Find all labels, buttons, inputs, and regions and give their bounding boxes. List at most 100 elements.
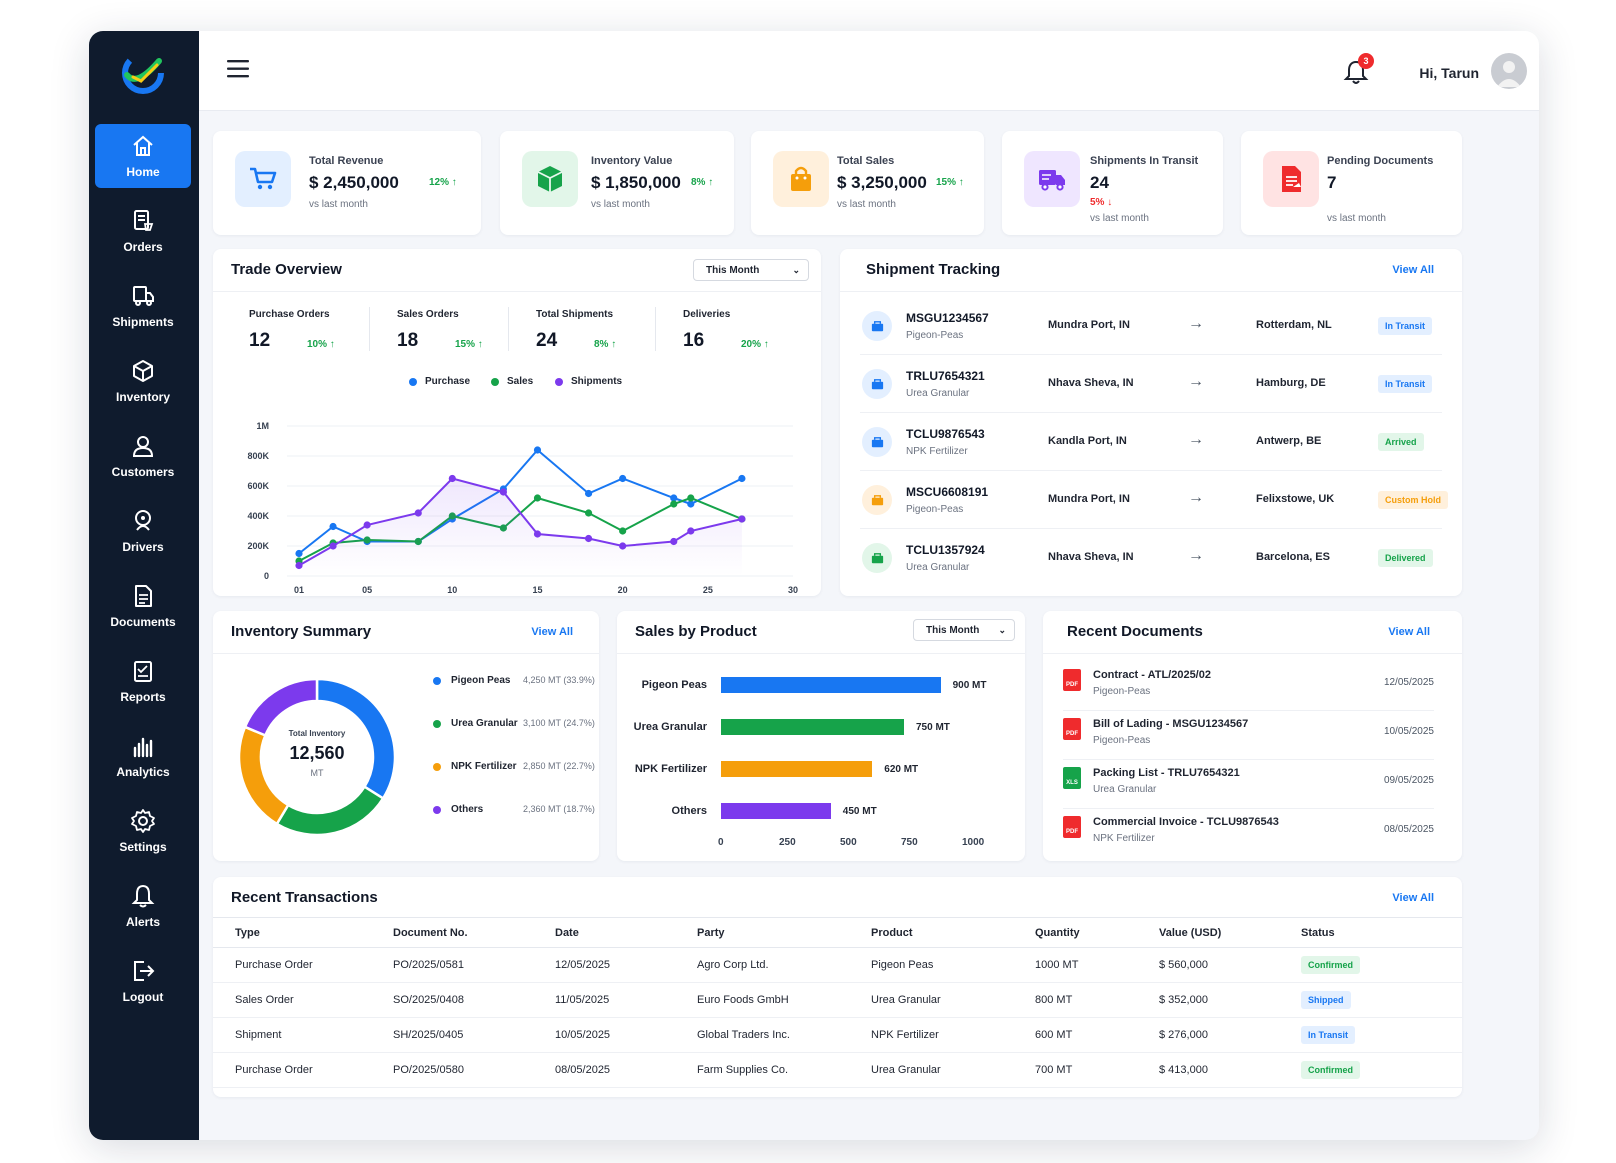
column-header[interactable]: Date [533, 917, 675, 948]
table-row[interactable]: Shipment SH/2025/0405 10/05/2025 Global Tra… [213, 1017, 1462, 1053]
sidebar-item-settings[interactable]: Settings [95, 799, 191, 863]
data-point-purchase[interactable] [619, 474, 627, 483]
data-point-shipments[interactable] [499, 488, 508, 496]
data-point-purchase[interactable] [738, 474, 746, 483]
column-header[interactable]: Product [849, 917, 1013, 948]
recent-transactions-card: Recent Transactions View All Type Documen… [213, 877, 1462, 1097]
status-badge: Delivered [1378, 549, 1433, 567]
sales-period-select[interactable]: This Month ⌄ [913, 619, 1015, 641]
stat-value: 12 [249, 330, 271, 351]
data-point-shipments[interactable] [448, 474, 456, 483]
shipment-row[interactable]: MSCU6608191 Pigeon-Peas Mundra Port, IN → Fe… [860, 471, 1448, 529]
sidebar-item-label: Documents [110, 615, 176, 629]
sidebar-item-shipments[interactable]: Shipments [95, 274, 191, 338]
document-row[interactable]: PDF Bill of Lading - MSGU1234567 Pigeon-Pe… [1063, 712, 1434, 760]
bar-urea-granular[interactable] [721, 719, 904, 735]
data-point-sales[interactable] [584, 509, 593, 517]
sidebar-item-alerts[interactable]: Alerts [95, 874, 191, 938]
kpi-subtext: vs last month [1090, 213, 1149, 224]
data-point-purchase[interactable] [584, 489, 593, 498]
sidebar-item-documents[interactable]: Documents [95, 574, 191, 638]
table-cell-doc: PO/2025/0581 [371, 947, 533, 983]
document-row[interactable]: PDF Commercial Invoice - TCLU9876543 NPK F… [1063, 810, 1434, 858]
legend-label: Others [451, 804, 484, 815]
shipments-view-all-link[interactable]: View All [1392, 264, 1434, 276]
data-point-purchase[interactable] [687, 500, 695, 508]
bar-pigeon-peas[interactable] [721, 677, 941, 693]
data-point-shipments[interactable] [533, 530, 542, 538]
shipment-row[interactable]: TCLU9876543 NPK Fertilizer Kandla Port, IN… [860, 413, 1442, 471]
column-header[interactable]: Type [213, 917, 371, 948]
delivery-truck-icon [1024, 151, 1080, 207]
sidebar-item-inventory[interactable]: Inventory [95, 349, 191, 413]
bar-npk-fertilizer[interactable] [721, 761, 873, 777]
inventory-view-all-link[interactable]: View All [531, 626, 573, 638]
donut-center-unit: MT [310, 768, 324, 778]
pdf-file-icon: PDF [1063, 816, 1081, 838]
kpi-card-pending-documents[interactable]: Pending Documents 7 vs last month [1241, 131, 1462, 235]
sidebar-item-logout[interactable]: Logout [95, 949, 191, 1013]
avatar[interactable] [1491, 53, 1527, 89]
document-row[interactable]: PDF Contract - ATL/2025/02 Pigeon-Peas 12/0… [1063, 663, 1434, 711]
data-point-purchase[interactable] [329, 522, 337, 531]
bar-others[interactable] [721, 803, 831, 819]
cube-icon [522, 151, 578, 207]
shipment-product: Urea Granular [906, 388, 970, 399]
data-point-sales[interactable] [619, 527, 627, 535]
shipment-product: NPK Fertilizer [906, 446, 968, 457]
data-point-sales[interactable] [687, 494, 695, 502]
legend-label: Sales [507, 376, 534, 387]
table-row[interactable]: Purchase Order PO/2025/0581 12/05/2025 Agro… [213, 947, 1462, 983]
y-tick-label: 400K [247, 511, 269, 521]
column-header[interactable]: Value (USD) [1137, 917, 1279, 948]
table-row[interactable]: Sales Order SO/2025/0408 11/05/2025 Euro Fo… [213, 982, 1462, 1018]
table-cell-product: Pigeon Peas [849, 947, 1013, 983]
documents-view-all-link[interactable]: View All [1388, 626, 1430, 638]
user-greeting[interactable]: Hi, Tarun [1419, 65, 1479, 81]
data-point-shipments[interactable] [584, 534, 593, 543]
document-row[interactable]: XLS Packing List - TRLU7654321 Urea Granul… [1063, 761, 1434, 809]
donut-slice-others[interactable] [243, 677, 319, 738]
data-point-shipments[interactable] [329, 542, 337, 550]
column-header[interactable]: Quantity [1013, 917, 1137, 948]
sidebar-item-home[interactable]: Home [95, 124, 191, 188]
column-header[interactable]: Document No. [371, 917, 533, 948]
kpi-subtext: vs last month [1327, 213, 1386, 224]
sidebar-item-orders[interactable]: Orders [95, 199, 191, 263]
shipment-row[interactable]: TCLU1357924 Urea Granular Nhava Sheva, IN →… [860, 529, 1442, 587]
data-point-purchase[interactable] [533, 446, 542, 454]
sidebar-item-drivers[interactable]: Drivers [95, 499, 191, 563]
shipment-row[interactable]: MSGU1234567 Pigeon-Peas Mundra Port, IN → Ro… [860, 297, 1442, 355]
menu-icon[interactable] [227, 58, 251, 80]
data-point-sales[interactable] [670, 500, 678, 508]
data-point-purchase[interactable] [670, 494, 678, 502]
kpi-card-total-revenue[interactable]: Total Revenue $ 2,450,000 12% ↑ vs last mon… [213, 131, 481, 235]
table-row[interactable]: Purchase Order PO/2025/0580 08/05/2025 Farm… [213, 1052, 1462, 1088]
sidebar-item-customers[interactable]: Customers [95, 424, 191, 488]
shipment-row[interactable]: TRLU7654321 Urea Granular Nhava Sheva, IN →… [860, 355, 1442, 413]
container-icon [862, 427, 892, 457]
column-header[interactable]: Party [675, 917, 849, 948]
data-point-shipments[interactable] [670, 537, 678, 546]
sidebar-item-analytics[interactable]: Analytics [95, 724, 191, 788]
kpi-card-shipments-in-transit[interactable]: Shipments In Transit 24 5% ↓ vs last month [1002, 131, 1223, 235]
data-point-shipments[interactable] [295, 561, 303, 570]
kpi-card-total-sales[interactable]: Total Sales $ 3,250,000 15% ↑ vs last month [751, 131, 984, 235]
bar-category-label: Others [671, 805, 707, 817]
data-point-sales[interactable] [533, 494, 542, 502]
transactions-view-all-link[interactable]: View All [1392, 892, 1434, 904]
data-point-shipments[interactable] [619, 542, 627, 550]
kpi-card-inventory-value[interactable]: Inventory Value $ 1,850,000 8% ↑ vs last mo… [500, 131, 734, 235]
table-cell-doc: PO/2025/0580 [371, 1052, 533, 1088]
data-point-shipments[interactable] [414, 509, 422, 517]
data-point-shipments[interactable] [687, 527, 695, 535]
data-point-shipments[interactable] [363, 521, 371, 529]
shipment-destination: Antwerp, BE [1256, 435, 1322, 447]
data-point-shipments[interactable] [738, 515, 746, 523]
trade-period-select[interactable]: This Month ⌄ [693, 259, 809, 281]
legend-swatch [491, 377, 499, 386]
sidebar-item-reports[interactable]: Reports [95, 649, 191, 713]
column-header[interactable]: Status [1279, 917, 1462, 948]
donut-slice-urea-granular[interactable] [275, 784, 385, 837]
data-point-purchase[interactable] [295, 549, 303, 558]
